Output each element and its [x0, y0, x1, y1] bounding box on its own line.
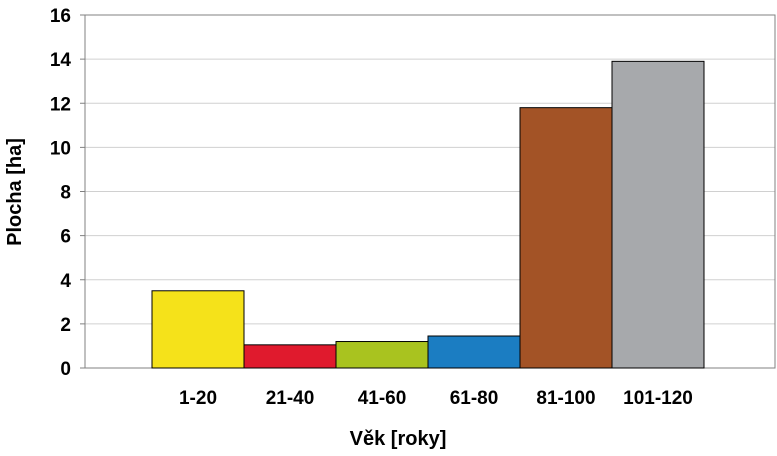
bar-41-60: [335, 341, 429, 369]
x-tick-label: 101-120: [623, 388, 693, 409]
y-tick-label: 16: [50, 6, 71, 27]
bar-1-20: [151, 290, 245, 369]
y-tick-label: 4: [60, 271, 71, 292]
x-axis-title: Věk [roky]: [350, 428, 447, 450]
bars: [151, 60, 705, 369]
bar-61-80: [427, 335, 521, 369]
y-tick-label: 6: [60, 227, 71, 248]
y-tick-label: 12: [50, 94, 71, 115]
y-tick-label: 0: [60, 359, 71, 380]
x-tick-labels: 1-20 21-40 41-60 61-80 81-100 101-120: [179, 388, 693, 409]
y-tick-labels: 0 2 4 6 8 10 12 14 16: [50, 6, 85, 380]
x-tick-label: 81-100: [536, 388, 595, 409]
bar-81-100: [519, 107, 613, 369]
gridlines: [85, 58, 775, 325]
y-tick-label: 14: [50, 50, 72, 71]
y-tick-label: 10: [50, 138, 71, 159]
y-tick-label: 8: [60, 183, 71, 204]
x-tick-label: 21-40: [266, 388, 315, 409]
bar-101-120: [611, 60, 705, 369]
x-tick-label: 41-60: [358, 388, 407, 409]
y-tick-label: 2: [60, 315, 71, 336]
bar-21-40: [243, 344, 337, 369]
x-tick-label: 1-20: [179, 388, 217, 409]
y-axis-title: Plocha [ha]: [4, 138, 26, 246]
x-tick-label: 61-80: [450, 388, 499, 409]
